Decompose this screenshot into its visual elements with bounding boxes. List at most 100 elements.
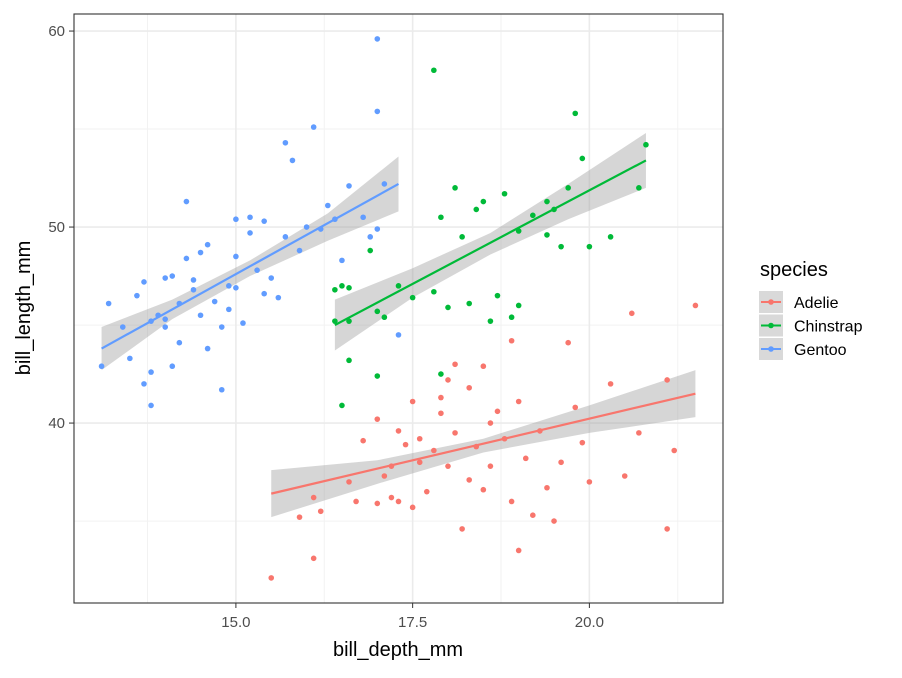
chinstrap-point bbox=[558, 243, 564, 250]
adelie-point bbox=[671, 447, 678, 454]
adelie-point bbox=[459, 526, 465, 532]
chinstrap-legend-label: Chinstrap bbox=[794, 319, 863, 336]
adelie-point bbox=[360, 437, 366, 444]
gentoo-point bbox=[218, 324, 225, 330]
plot-panel bbox=[74, 14, 723, 603]
adelie-point bbox=[395, 498, 402, 505]
gentoo-point bbox=[119, 324, 126, 330]
adelie-point bbox=[621, 473, 628, 479]
chinstrap-point bbox=[339, 283, 345, 289]
chinstrap-point bbox=[374, 308, 381, 315]
adelie-point bbox=[544, 484, 550, 491]
adelie-point bbox=[381, 473, 388, 479]
gentoo-point bbox=[367, 234, 374, 240]
chinstrap-point bbox=[395, 283, 402, 289]
gentoo-confidence-band bbox=[101, 156, 399, 371]
chinstrap-point bbox=[636, 185, 642, 191]
chinstrap-point bbox=[409, 294, 416, 301]
adelie-point bbox=[423, 488, 430, 495]
adelie-point bbox=[466, 384, 472, 391]
gentoo-point bbox=[204, 345, 211, 352]
chinstrap-point bbox=[487, 318, 494, 324]
gentoo-point bbox=[183, 255, 190, 262]
gentoo-point bbox=[254, 267, 260, 273]
gentoo-point bbox=[190, 277, 197, 283]
adelie-legend-dot bbox=[768, 299, 774, 305]
chinstrap-point bbox=[346, 357, 352, 364]
chinstrap-point bbox=[332, 318, 338, 324]
gentoo-point bbox=[127, 355, 133, 362]
adelie-point bbox=[558, 459, 564, 466]
adelie-point bbox=[466, 477, 472, 483]
x-tick-label: 17.5 bbox=[398, 614, 427, 631]
adelie-point bbox=[310, 494, 317, 501]
x-axis-ticks: 15.0 17.5 20.0 bbox=[221, 603, 604, 631]
adelie-point bbox=[409, 398, 416, 405]
gentoo-point bbox=[148, 402, 154, 409]
adelie-point bbox=[487, 463, 494, 469]
chinstrap-point bbox=[473, 206, 480, 213]
adelie-point bbox=[530, 512, 536, 518]
chinstrap-point bbox=[515, 302, 522, 309]
adelie-point bbox=[494, 408, 501, 415]
chinstrap-point bbox=[579, 155, 586, 162]
adelie-point bbox=[317, 508, 324, 515]
gentoo-point bbox=[211, 298, 218, 305]
gentoo-point bbox=[204, 241, 211, 248]
y-tick-label: 40 bbox=[48, 415, 65, 432]
panel-border bbox=[73, 13, 724, 604]
adelie-point bbox=[346, 479, 352, 485]
chinstrap-point bbox=[381, 314, 388, 321]
gentoo-point bbox=[374, 108, 381, 115]
gentoo-point bbox=[247, 214, 253, 221]
adelie-point bbox=[445, 463, 451, 469]
gentoo-point bbox=[169, 363, 176, 370]
chinstrap-point bbox=[431, 67, 437, 74]
adelie-point bbox=[515, 398, 522, 405]
adelie-point bbox=[445, 377, 451, 383]
gentoo-point bbox=[233, 285, 239, 291]
adelie-point bbox=[579, 439, 586, 446]
adelie-point bbox=[452, 430, 458, 436]
gentoo-point bbox=[218, 386, 225, 393]
adelie-point bbox=[586, 479, 593, 485]
gentoo-point bbox=[240, 320, 246, 326]
gentoo-point bbox=[261, 218, 267, 224]
gentoo-point bbox=[233, 253, 239, 260]
gentoo-point bbox=[162, 275, 168, 281]
chinstrap-point bbox=[346, 318, 352, 324]
adelie-point bbox=[508, 498, 515, 505]
chinstrap-legend-dot bbox=[768, 322, 774, 329]
gentoo-point bbox=[374, 226, 381, 232]
chinstrap-point bbox=[572, 110, 579, 117]
adelie-point bbox=[480, 363, 487, 370]
x-tick-label: 15.0 bbox=[221, 614, 250, 631]
gentoo-point bbox=[339, 257, 345, 264]
gentoo-point bbox=[169, 273, 176, 279]
gentoo-point bbox=[233, 216, 239, 223]
chinstrap-point bbox=[339, 402, 345, 409]
adelie-point bbox=[296, 514, 303, 520]
adelie-point bbox=[416, 459, 423, 466]
gentoo-regression-line bbox=[101, 182, 400, 350]
y-tick-label: 50 bbox=[48, 219, 65, 236]
chinstrap-point bbox=[452, 185, 458, 191]
chinstrap-point bbox=[607, 234, 614, 240]
gentoo-point bbox=[282, 234, 289, 240]
adelie-point bbox=[431, 447, 437, 454]
adelie-point bbox=[664, 377, 670, 383]
adelie-point bbox=[374, 416, 381, 422]
gentoo-legend-dot bbox=[768, 346, 774, 352]
adelie-point bbox=[310, 555, 317, 562]
adelie-point bbox=[409, 504, 416, 511]
gentoo-point bbox=[176, 339, 183, 346]
adelie-point bbox=[374, 500, 381, 507]
chinstrap-point bbox=[501, 190, 508, 197]
chinstrap-point bbox=[445, 304, 451, 311]
adelie-point bbox=[438, 394, 444, 401]
gentoo-point bbox=[360, 214, 366, 221]
gentoo-point bbox=[197, 312, 204, 319]
gentoo-point bbox=[346, 183, 352, 189]
gentoo-point bbox=[289, 157, 296, 164]
